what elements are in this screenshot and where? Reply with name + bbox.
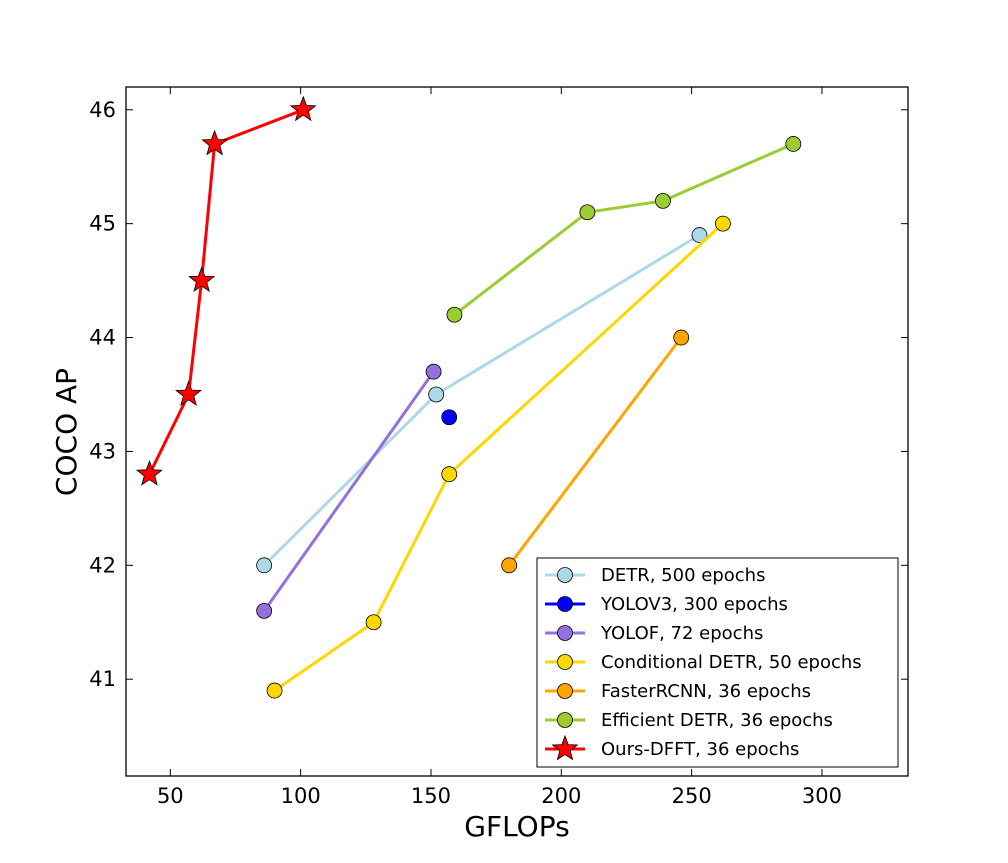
series-line [453, 142, 794, 316]
data-point [136, 460, 163, 486]
legend-marker [551, 734, 579, 761]
legend-label: Ours-DFFT, 36 epochs [601, 739, 799, 760]
series-line [508, 336, 683, 567]
legend-label: YOLOF, 72 epochs [600, 623, 763, 644]
series-5 [446, 136, 802, 323]
series-1 [441, 409, 458, 426]
y-axis-label: COCO AP [50, 368, 83, 496]
data-point [256, 557, 273, 574]
legend-marker [557, 683, 573, 699]
data-point [446, 306, 463, 323]
legend-marker [557, 654, 573, 670]
legend-box [536, 557, 899, 768]
series-2 [256, 363, 442, 619]
data-point [715, 215, 731, 232]
x-tick-label: 100 [281, 784, 321, 808]
series-line [273, 222, 724, 692]
data-point [175, 380, 202, 406]
data-point [428, 386, 445, 403]
y-tick-label: 41 [89, 667, 116, 691]
data-point [201, 129, 229, 156]
legend-label: YOLOV3, 300 epochs [600, 594, 788, 615]
ticks-layer: 50 100 150 200 250 300 41 42 43 44 45 46 [89, 87, 908, 808]
y-tick-label: 43 [89, 439, 116, 463]
y-tick-label: 44 [89, 326, 116, 350]
legend-marker [557, 712, 573, 728]
series-3 [266, 215, 731, 699]
x-tick-label: 150 [411, 784, 451, 808]
legend-label: DETR, 500 epochs [601, 565, 765, 586]
x-tick-label: 200 [541, 784, 581, 808]
data-point [655, 192, 671, 209]
legend: DETR, 500 epochs YOLOV3, 300 epochs YOLOF,… [536, 557, 899, 768]
y-tick-label: 46 [89, 98, 116, 122]
y-tick-label: 45 [89, 212, 116, 236]
legend-marker [557, 625, 573, 641]
x-tick-label: 300 [802, 784, 842, 808]
data-point [501, 557, 518, 574]
series-line [262, 370, 435, 612]
data-point [266, 682, 283, 699]
series-0 [256, 227, 708, 574]
x-axis-label: GFLOPs [464, 810, 569, 843]
series-4 [501, 329, 690, 574]
legend-marker [557, 596, 573, 612]
data-point [365, 614, 382, 631]
data-point [673, 329, 690, 346]
plot-frame [125, 86, 909, 777]
data-point [441, 466, 458, 483]
series-layer [136, 95, 802, 699]
series-6 [136, 95, 317, 486]
data-point [441, 409, 458, 426]
data-point [579, 204, 596, 221]
x-tick-label: 50 [157, 784, 184, 808]
x-tick-label: 250 [672, 784, 712, 808]
y-tick-label: 42 [89, 553, 116, 577]
legend-label: Conditional DETR, 50 epochs [601, 652, 862, 673]
data-point [425, 363, 442, 380]
data-point [289, 95, 317, 122]
legend-marker [557, 567, 573, 583]
data-point [256, 602, 273, 619]
data-point [785, 136, 802, 152]
legend-label: FasterRCNN, 36 epochs [601, 681, 811, 702]
data-point [188, 266, 216, 293]
data-point [691, 227, 708, 243]
legend-label: Efficient DETR, 36 epochs [601, 710, 833, 731]
